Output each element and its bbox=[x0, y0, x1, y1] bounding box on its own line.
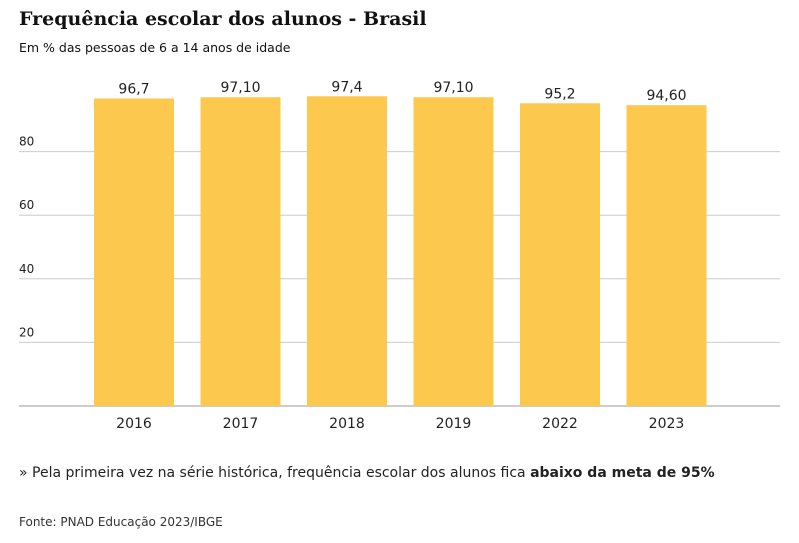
bar bbox=[626, 105, 707, 406]
y-tick-labels: 20 40 60 80 bbox=[19, 135, 34, 340]
y-tick-label: 80 bbox=[19, 135, 34, 149]
x-tick-label: 2017 bbox=[223, 416, 259, 432]
source-credit: Fonte: PNAD Educação 2023/IBGE bbox=[19, 515, 223, 529]
bar bbox=[520, 103, 600, 406]
chart-title: Frequência escolar dos alunos - Brasil bbox=[19, 8, 427, 30]
y-tick-label: 40 bbox=[19, 262, 34, 276]
bar bbox=[200, 97, 281, 407]
bars bbox=[94, 96, 707, 407]
bar-value-label: 97,10 bbox=[220, 80, 260, 96]
bar bbox=[94, 98, 174, 406]
footnote-text: » Pela primeira vez na série histórica, … bbox=[19, 465, 531, 481]
y-tick-label: 20 bbox=[19, 325, 34, 339]
x-tick-label: 2018 bbox=[329, 416, 365, 432]
x-tick-label: 2019 bbox=[436, 416, 472, 432]
footnote-highlight: abaixo da meta de 95% bbox=[530, 465, 715, 481]
footnote: » Pela primeira vez na série histórica, … bbox=[19, 465, 715, 481]
x-tick-label: 2023 bbox=[649, 416, 685, 432]
bar-value-label: 95,2 bbox=[544, 86, 575, 102]
bar-value-label: 97,4 bbox=[331, 79, 362, 95]
bar-value-label: 94,60 bbox=[646, 88, 686, 104]
y-tick-label: 60 bbox=[19, 198, 34, 212]
chart-subtitle: Em % das pessoas de 6 a 14 anos de idade bbox=[19, 40, 291, 55]
x-tick-label: 2022 bbox=[542, 416, 578, 432]
x-tick-labels: 2016 2017 2018 2019 2022 2023 bbox=[116, 416, 684, 432]
bar-value-label: 97,10 bbox=[433, 80, 473, 96]
bar-value-label: 96,7 bbox=[118, 81, 149, 97]
bar bbox=[413, 97, 494, 407]
bar-chart: 96,7 97,10 97,4 97,10 95,2 94,60 2016 2017 2018… bbox=[19, 79, 780, 432]
x-tick-label: 2016 bbox=[116, 416, 152, 432]
bar bbox=[307, 96, 387, 406]
value-labels: 96,7 97,10 97,4 97,10 95,2 94,60 bbox=[118, 79, 686, 104]
